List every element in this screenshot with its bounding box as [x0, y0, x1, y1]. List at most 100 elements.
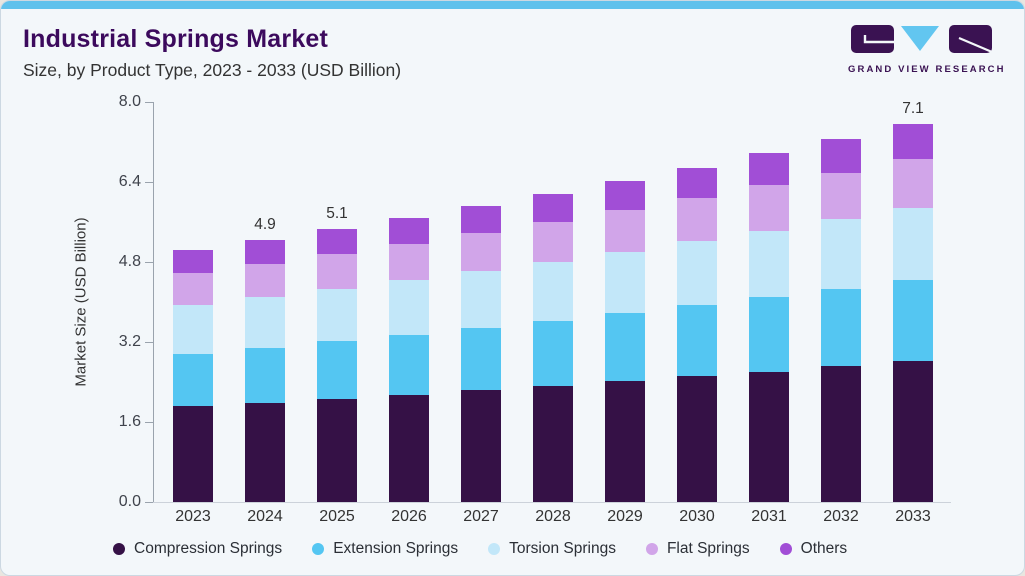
bar-segment-others — [749, 153, 789, 186]
y-tick-mark — [145, 182, 153, 183]
bar-2025 — [317, 229, 357, 502]
bar-segment-others — [605, 181, 645, 211]
bar-segment-flat-springs — [245, 263, 285, 298]
bar-segment-others — [533, 193, 573, 223]
y-axis-line — [153, 102, 154, 502]
bar-segment-compression-springs — [317, 398, 357, 502]
bar-segment-others — [173, 250, 213, 274]
bar-segment-extension-springs — [677, 305, 717, 377]
bar-value-label: 5.1 — [326, 205, 348, 223]
legend-item-torsion-springs: Torsion Springs — [488, 540, 616, 558]
bar-2023 — [173, 250, 213, 502]
x-tick-label: 2030 — [679, 508, 715, 525]
bar-2033 — [893, 123, 933, 502]
bar-segment-torsion-springs — [245, 297, 285, 348]
x-tick-label: 2025 — [319, 508, 355, 525]
legend-item-others: Others — [779, 540, 848, 558]
bar-segment-torsion-springs — [605, 252, 645, 314]
legend-dot-flat-springs — [645, 543, 658, 555]
bar-2032 — [821, 139, 861, 502]
bar-2031 — [749, 153, 789, 502]
bar-segment-torsion-springs — [533, 261, 573, 321]
x-tick-label: 2027 — [463, 508, 499, 525]
bar-segment-extension-springs — [749, 297, 789, 372]
bar-segment-compression-springs — [173, 406, 213, 502]
bar-segment-extension-springs — [461, 327, 501, 391]
y-tick-label: 1.6 — [118, 413, 141, 430]
legend: Compression Springs Extension Springs Tors… — [113, 540, 847, 558]
bar-segment-flat-springs — [461, 233, 501, 272]
legend-dot-torsion-springs — [488, 543, 501, 555]
bar-segment-others — [677, 167, 717, 199]
x-tick-label: 2028 — [535, 508, 571, 525]
page-subtitle: Size, by Product Type, 2023 - 2033 (USD … — [23, 60, 402, 80]
bar-segment-extension-springs — [821, 288, 861, 367]
bar-segment-flat-springs — [821, 172, 861, 220]
bar-segment-others — [317, 229, 357, 255]
legend-label: Extension Springs — [333, 540, 459, 557]
bar-segment-flat-springs — [173, 273, 213, 306]
bar-2027 — [461, 206, 501, 502]
legend-dot-extension-springs — [312, 543, 325, 555]
bar-segment-compression-springs — [677, 376, 717, 502]
legend-item-compression-springs: Compression Springs — [113, 540, 282, 558]
x-tick-label: 2033 — [895, 508, 931, 525]
bar-2030 — [677, 167, 717, 502]
bar-segment-flat-springs — [893, 158, 933, 208]
y-tick-mark — [145, 502, 153, 503]
brand-logo: GRAND VIEW RESEARCH — [848, 25, 1004, 75]
x-axis-line — [153, 502, 951, 503]
bar-segment-extension-springs — [893, 280, 933, 361]
bar-segment-flat-springs — [605, 210, 645, 253]
bar-segment-compression-springs — [893, 360, 933, 502]
bar-2029 — [605, 181, 645, 502]
bar-segment-compression-springs — [461, 390, 501, 502]
bar-segment-torsion-springs — [677, 241, 717, 306]
bar-segment-others — [245, 239, 285, 264]
x-tick-label: 2024 — [247, 508, 283, 525]
bar-segment-others — [893, 123, 933, 159]
bar-segment-compression-springs — [821, 366, 861, 502]
bar-segment-torsion-springs — [461, 271, 501, 328]
y-tick-mark — [145, 342, 153, 343]
bar-segment-extension-springs — [317, 341, 357, 399]
bar-segment-flat-springs — [677, 198, 717, 242]
legend-label: Others — [800, 540, 848, 557]
gvr-logo-icon — [850, 25, 992, 54]
x-tick-label: 2031 — [751, 508, 787, 525]
legend-label: Torsion Springs — [509, 540, 616, 557]
y-tick-mark — [145, 102, 153, 103]
x-tick-label: 2023 — [175, 508, 211, 525]
y-tick-label: 8.0 — [118, 93, 141, 110]
y-tick-label: 4.8 — [118, 253, 141, 270]
bar-segment-extension-springs — [389, 334, 429, 395]
bar-segment-extension-springs — [605, 313, 645, 382]
y-tick-label: 0.0 — [118, 493, 141, 510]
bar-segment-compression-springs — [389, 394, 429, 502]
x-tick-label: 2032 — [823, 508, 859, 525]
bar-2026 — [389, 217, 429, 502]
bar-2024 — [245, 239, 285, 502]
bar-segment-extension-springs — [245, 347, 285, 403]
bar-segment-flat-springs — [317, 254, 357, 289]
y-axis-title: Market Size (USD Billion) — [72, 217, 90, 387]
bar-segment-torsion-springs — [893, 207, 933, 281]
bar-segment-torsion-springs — [173, 305, 213, 354]
bar-segment-torsion-springs — [749, 230, 789, 298]
bar-segment-torsion-springs — [389, 280, 429, 335]
bar-segment-others — [389, 217, 429, 245]
legend-item-extension-springs: Extension Springs — [312, 540, 458, 558]
bar-segment-extension-springs — [533, 320, 573, 387]
bar-2028 — [533, 193, 573, 502]
y-tick-mark — [145, 262, 153, 263]
bar-segment-others — [461, 206, 501, 234]
bar-segment-flat-springs — [749, 185, 789, 231]
legend-dot-compression-springs — [113, 543, 125, 555]
bar-segment-compression-springs — [749, 371, 789, 502]
chart-header: Industrial Springs Market Size, by Produ… — [23, 25, 401, 81]
bar-value-label: 4.9 — [254, 215, 276, 233]
bar-segment-others — [821, 139, 861, 173]
bar-value-label: 7.1 — [902, 99, 924, 117]
